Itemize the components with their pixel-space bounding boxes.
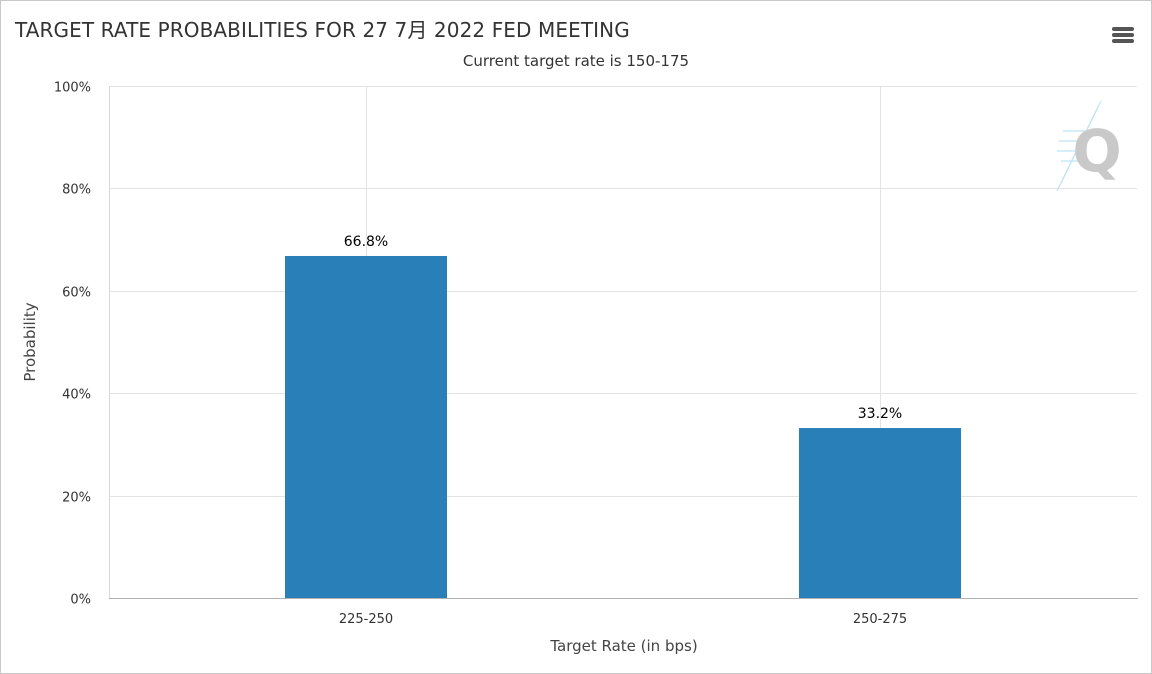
- y-tick-label: 40%: [62, 388, 91, 403]
- x-tick-label: 250-275: [853, 612, 907, 627]
- label-layer: 66.8% 33.2%: [344, 234, 902, 422]
- y-tick-label: 80%: [62, 183, 91, 198]
- y-tick-label: 100%: [54, 81, 91, 96]
- hamburger-menu-icon: [1112, 27, 1134, 31]
- chart-title: TARGET RATE PROBABILITIES FOR 27 7月 2022…: [15, 18, 630, 42]
- hamburger-menu-icon-line: [1112, 39, 1134, 43]
- hamburger-menu-icon-line: [1112, 33, 1134, 37]
- x-tick-label: 225-250: [339, 612, 393, 627]
- chart-menu-button[interactable]: [1107, 21, 1139, 49]
- x-axis-title: Target Rate (in bps): [549, 637, 697, 655]
- grid-layer: [109, 86, 1137, 598]
- y-tick-label: 20%: [62, 491, 91, 506]
- y-tick-label: 60%: [62, 286, 91, 301]
- svg-text:Q: Q: [1072, 117, 1121, 185]
- bar[interactable]: [799, 428, 961, 598]
- y-axis-title: Probability: [21, 302, 39, 381]
- bar[interactable]: [285, 255, 447, 598]
- y-tick-label: 0%: [70, 593, 91, 608]
- q-logo-icon: Q: [1056, 100, 1122, 192]
- chart-subtitle: Current target rate is 150-175: [462, 52, 690, 70]
- bar-data-label: 33.2%: [858, 406, 902, 422]
- bar-data-label: 66.8%: [344, 234, 388, 250]
- axis-layer: 0% 20% 40% 60% 80% 100% 225-250 250-275: [54, 81, 1138, 627]
- bar-layer: [285, 255, 961, 598]
